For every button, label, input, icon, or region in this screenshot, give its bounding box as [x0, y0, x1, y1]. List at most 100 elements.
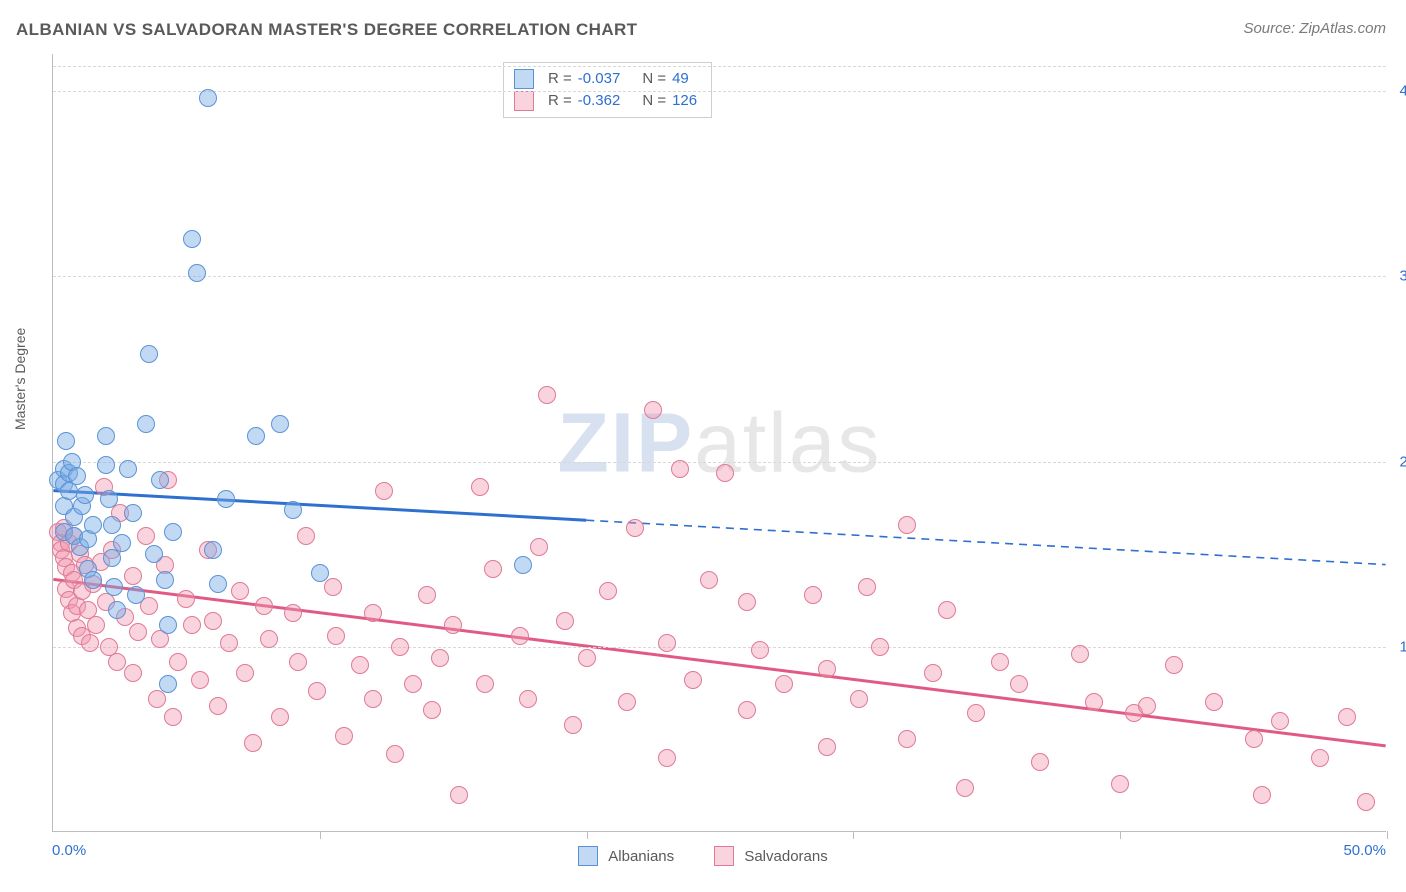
gridline-h — [53, 276, 1386, 277]
scatter-point — [84, 571, 102, 589]
scatter-point — [775, 675, 793, 693]
scatter-point — [81, 634, 99, 652]
y-tick-label: 40.0% — [1392, 83, 1406, 100]
scatter-point — [1253, 786, 1271, 804]
scatter-point — [956, 779, 974, 797]
chart-container: ALBANIAN VS SALVADORAN MASTER'S DEGREE C… — [0, 0, 1406, 892]
scatter-point — [404, 675, 422, 693]
scatter-point — [191, 671, 209, 689]
scatter-point — [364, 604, 382, 622]
scatter-point — [68, 467, 86, 485]
scatter-point — [751, 641, 769, 659]
scatter-point — [476, 675, 494, 693]
scatter-point — [124, 567, 142, 585]
scatter-point — [418, 586, 436, 604]
scatter-point — [626, 519, 644, 537]
scatter-point — [556, 612, 574, 630]
scatter-point — [538, 386, 556, 404]
scatter-point — [898, 730, 916, 748]
scatter-point — [386, 745, 404, 763]
scatter-point — [644, 401, 662, 419]
scatter-point — [127, 586, 145, 604]
scatter-point — [716, 464, 734, 482]
scatter-point — [247, 427, 265, 445]
scatter-point — [530, 538, 548, 556]
x-tick — [1120, 831, 1121, 839]
scatter-point — [1071, 645, 1089, 663]
n-label-2: N = — [642, 90, 666, 112]
scatter-point — [204, 612, 222, 630]
scatter-point — [108, 601, 126, 619]
scatter-point — [391, 638, 409, 656]
scatter-point — [1311, 749, 1329, 767]
scatter-point — [351, 656, 369, 674]
scatter-point — [156, 571, 174, 589]
scatter-point — [103, 549, 121, 567]
scatter-point — [364, 690, 382, 708]
x-tick — [1387, 831, 1388, 839]
scatter-point — [1010, 675, 1028, 693]
scatter-point — [220, 634, 238, 652]
scatter-point — [217, 490, 235, 508]
scatter-point — [137, 527, 155, 545]
legend-label-albanians: Albanians — [608, 848, 674, 865]
scatter-point — [658, 634, 676, 652]
source-label: Source: ZipAtlas.com — [1243, 20, 1386, 37]
scatter-point — [514, 556, 532, 574]
scatter-point — [209, 575, 227, 593]
y-tick-label: 20.0% — [1392, 453, 1406, 470]
scatter-point — [236, 664, 254, 682]
plot-area: ZIPatlas R = -0.037 N = 49 R = -0.362 N … — [52, 54, 1386, 832]
scatter-point — [484, 560, 502, 578]
scatter-point — [145, 545, 163, 563]
scatter-point — [1031, 753, 1049, 771]
scatter-point — [564, 716, 582, 734]
scatter-point — [255, 597, 273, 615]
gridline-h — [53, 66, 1386, 67]
scatter-point — [818, 660, 836, 678]
scatter-point — [260, 630, 278, 648]
scatter-point — [284, 501, 302, 519]
scatter-point — [204, 541, 222, 559]
r-label-1: R = — [548, 68, 572, 90]
scatter-point — [183, 616, 201, 634]
scatter-point — [599, 582, 617, 600]
scatter-point — [84, 516, 102, 534]
scatter-point — [124, 504, 142, 522]
scatter-point — [898, 516, 916, 534]
x-tick — [853, 831, 854, 839]
scatter-point — [818, 738, 836, 756]
scatter-point — [271, 415, 289, 433]
gridline-h — [53, 647, 1386, 648]
scatter-point — [188, 264, 206, 282]
gridline-h — [53, 462, 1386, 463]
scatter-point — [244, 734, 262, 752]
scatter-point — [113, 534, 131, 552]
scatter-point — [151, 471, 169, 489]
scatter-point — [658, 749, 676, 767]
scatter-point — [967, 704, 985, 722]
scatter-point — [57, 432, 75, 450]
scatter-point — [471, 478, 489, 496]
n-value-2: 126 — [672, 90, 697, 112]
series-legend: Albanians Salvadorans — [0, 846, 1406, 870]
scatter-point — [183, 230, 201, 248]
scatter-point — [1165, 656, 1183, 674]
scatter-point — [423, 701, 441, 719]
scatter-point — [671, 460, 689, 478]
r-label-2: R = — [548, 90, 572, 112]
scatter-point — [308, 682, 326, 700]
scatter-point — [119, 460, 137, 478]
scatter-point — [511, 627, 529, 645]
scatter-point — [1357, 793, 1375, 811]
x-tick — [587, 831, 588, 839]
scatter-point — [804, 586, 822, 604]
legend-swatch-salvadorans-bottom — [714, 846, 734, 866]
scatter-point — [103, 516, 121, 534]
scatter-point — [444, 616, 462, 634]
correlation-row-1: R = -0.037 N = 49 — [514, 68, 697, 90]
scatter-point — [148, 690, 166, 708]
y-tick-label: 30.0% — [1392, 268, 1406, 285]
scatter-point — [76, 486, 94, 504]
scatter-point — [108, 653, 126, 671]
